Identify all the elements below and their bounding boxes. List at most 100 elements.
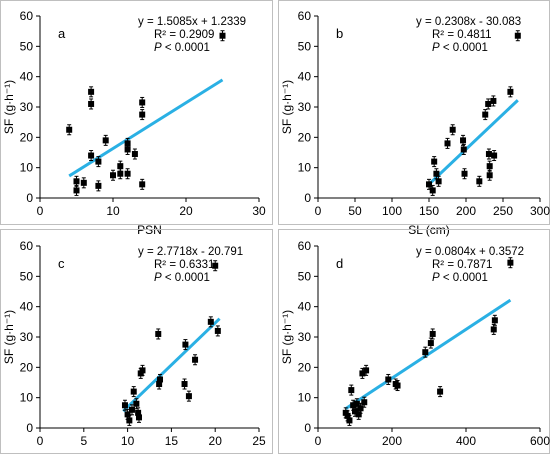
point-marker [214, 327, 221, 334]
point-marker [124, 411, 131, 418]
y-tick-label: 40 [20, 300, 34, 314]
data-point [66, 124, 73, 136]
x-tick-label: 0 [37, 434, 44, 448]
y-tick-label: 60 [20, 239, 34, 253]
data-point [80, 177, 87, 189]
data-point [449, 124, 456, 136]
point-marker [431, 158, 438, 165]
p-value: P < 0.0001 [154, 42, 210, 54]
y-tick-label: 10 [20, 161, 34, 175]
point-marker [490, 326, 497, 333]
data-point [394, 380, 401, 392]
data-point [121, 399, 128, 411]
point-marker [460, 137, 467, 144]
data-point [95, 180, 102, 192]
x-tick-label: 400 [456, 434, 476, 448]
data-point [490, 95, 497, 107]
point-marker [460, 146, 467, 153]
data-point [444, 137, 451, 149]
data-point [485, 148, 492, 160]
r-squared: R² = 0.4811 [432, 29, 492, 41]
data-point [139, 364, 146, 376]
point-marker [128, 406, 135, 413]
data-point [117, 168, 124, 180]
x-tick-label: 200 [456, 204, 476, 218]
x-tick-label: 0 [315, 204, 322, 218]
regression-line [68, 78, 224, 178]
point-marker [88, 152, 95, 159]
y-tick-label: 20 [20, 130, 34, 144]
data-point [514, 30, 521, 42]
y-tick-label: 50 [20, 39, 34, 53]
data-point [102, 134, 109, 146]
data-point [155, 328, 162, 340]
data-point [361, 396, 368, 408]
x-tick-label: 300 [530, 204, 550, 218]
data-point [124, 143, 131, 155]
point-marker [357, 405, 364, 412]
y-tick-label: 50 [20, 269, 34, 283]
data-point [486, 169, 493, 181]
y-tick-label: 30 [298, 100, 312, 114]
data-point [491, 150, 498, 162]
point-marker [353, 400, 360, 407]
y-tick-label: 0 [304, 421, 311, 435]
data-point [422, 346, 429, 358]
point-marker [124, 140, 131, 147]
data-point [427, 337, 434, 349]
point-marker [155, 330, 162, 337]
x-tick-label: 0 [37, 204, 44, 218]
point-marker [486, 163, 493, 170]
data-point [461, 168, 468, 180]
point-marker [157, 376, 164, 383]
data-point [157, 373, 164, 385]
data-point [185, 390, 192, 402]
point-marker [437, 388, 444, 395]
point-marker [117, 170, 124, 177]
data-point [139, 96, 146, 108]
data-point [126, 414, 133, 426]
data-point [95, 156, 102, 168]
point-marker [139, 181, 146, 188]
point-marker [348, 387, 355, 394]
x-tick-label: 600 [530, 434, 550, 448]
p-value: P < 0.0001 [432, 272, 488, 284]
point-marker [507, 259, 514, 266]
regression-equation: y = 0.2308x - 30.083 [416, 16, 521, 28]
data-point [124, 168, 131, 180]
y-tick-label: 30 [20, 100, 34, 114]
x-tick-label: 250 [493, 204, 513, 218]
x-tick-label: 10 [106, 204, 120, 218]
regression-equation: y = 1.5085x + 1.2339 [138, 16, 246, 28]
point-marker [346, 417, 353, 424]
data-point [139, 109, 146, 121]
data-point [128, 404, 135, 416]
data-point [73, 184, 80, 196]
x-tick-label: 10 [121, 434, 135, 448]
point-marker [482, 111, 489, 118]
point-marker [361, 399, 368, 406]
point-marker [433, 170, 440, 177]
data-point [131, 148, 138, 160]
data-point [348, 384, 355, 396]
point-marker [126, 417, 133, 424]
point-marker [207, 318, 214, 325]
point-marker [185, 393, 192, 400]
point-marker [66, 126, 73, 133]
panel-letter: c [58, 256, 65, 271]
point-marker [422, 349, 429, 356]
y-tick-label: 60 [298, 9, 312, 23]
panel-letter: d [336, 256, 343, 271]
y-tick-label: 50 [298, 269, 312, 283]
x-tick-label: 5 [80, 434, 87, 448]
data-point [88, 86, 95, 98]
data-point [219, 30, 226, 42]
x-tick-label: 0 [315, 434, 322, 448]
y-tick-label: 30 [298, 330, 312, 344]
y-tick-label: 60 [298, 239, 312, 253]
panel-frame [0, 0, 273, 225]
point-marker [95, 182, 102, 189]
